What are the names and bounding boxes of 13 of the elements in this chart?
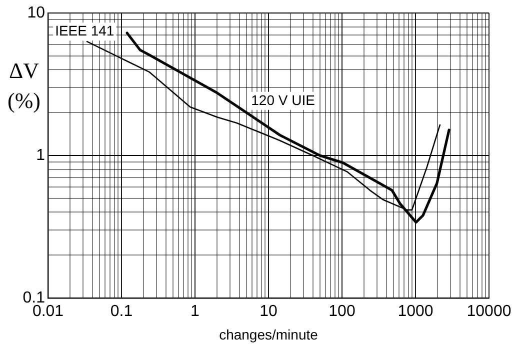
x-tick-label: 1000 [398,303,434,320]
series-label: IEEE 141 [55,22,114,38]
x-axis-title: changes/minute [219,326,318,342]
series-label: 120 V UIE [251,92,315,108]
x-tick-label: 10 [260,303,278,320]
x-tick-label: 0.01 [32,303,64,320]
x-tick-label: 100 [328,303,356,320]
x-tick-label: 10000 [466,303,512,320]
x-tick-label: 1 [190,303,200,320]
y-tick-label: 10 [27,4,46,22]
y-tick-label: 1 [36,146,46,164]
y-axis-title: ΔV (%) [6,57,42,115]
x-tick-label: 0.1 [110,303,133,320]
